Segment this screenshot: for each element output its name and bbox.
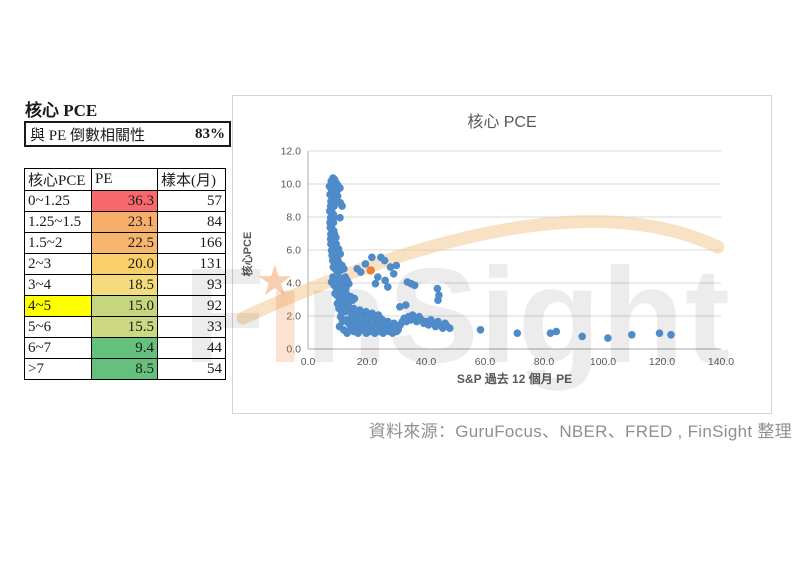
- column-header: PE: [91, 168, 158, 191]
- samples-cell: 84: [157, 211, 226, 233]
- table-row: 3~4 18.5 93: [24, 274, 226, 296]
- svg-text:4.0: 4.0: [286, 278, 301, 290]
- range-cell: >7: [24, 358, 92, 380]
- column-header: 樣本(月): [157, 168, 226, 191]
- pe-cell: 18.5: [91, 274, 158, 296]
- svg-text:0.0: 0.0: [286, 344, 301, 356]
- range-cell: 3~4: [24, 274, 92, 296]
- range-cell: 5~6: [24, 316, 92, 338]
- pe-cell: 22.5: [91, 232, 158, 254]
- range-cell: 2~3: [24, 253, 92, 275]
- samples-cell: 92: [157, 295, 226, 317]
- svg-text:10.0: 10.0: [281, 179, 302, 191]
- table-row: 2~3 20.0 131: [24, 253, 226, 275]
- table-row: 4~5 15.0 92: [24, 295, 226, 317]
- svg-text:12.0: 12.0: [281, 146, 302, 158]
- pe-cell: 23.1: [91, 211, 158, 233]
- chart-gridlines: 0.0 20.0 40.0 60.0 80.0 100.0 120.0 140.0 0.0 2.0…: [281, 146, 735, 369]
- range-cell: 1.5~2: [24, 232, 92, 254]
- samples-cell: 33: [157, 316, 226, 338]
- pe-cell: 15.5: [91, 316, 158, 338]
- chart-title: 核心 PCE: [467, 114, 537, 131]
- table-row: 5~6 15.5 33: [24, 316, 226, 338]
- range-cell: 4~5: [24, 295, 92, 317]
- samples-cell: 57: [157, 190, 226, 212]
- pe-cell: 20.0: [91, 253, 158, 275]
- svg-text:6.0: 6.0: [286, 245, 301, 257]
- table-row: >7 8.5 54: [24, 358, 226, 380]
- svg-text:60.0: 60.0: [475, 356, 496, 368]
- table-row: 1.5~2 22.5 166: [24, 232, 226, 254]
- samples-cell: 131: [157, 253, 226, 275]
- samples-cell: 54: [157, 358, 226, 380]
- samples-cell: 93: [157, 274, 226, 296]
- svg-text:2.0: 2.0: [286, 311, 301, 323]
- pe-cell: 8.5: [91, 358, 158, 380]
- svg-text:80.0: 80.0: [534, 356, 555, 368]
- pe-cell: 9.4: [91, 337, 158, 359]
- svg-text:20.0: 20.0: [357, 356, 378, 368]
- pce-table: 核心PCE PE 樣本(月) 0~1.25 36.3 57 1.25~1.5 23.1 84 1…: [24, 168, 226, 380]
- range-cell: 6~7: [24, 337, 92, 359]
- column-header: 核心PCE: [24, 168, 92, 191]
- table-row: 0~1.25 36.3 57: [24, 190, 226, 212]
- correlation-label: 與 PE 倒數相關性: [30, 127, 146, 144]
- svg-text:0.0: 0.0: [301, 356, 316, 368]
- chart-area: 核心 PCE 核心PCE S&P 過去 12 個月 PE 0.0 20.0 40.0…: [232, 95, 772, 414]
- table-row: 6~7 9.4 44: [24, 337, 226, 359]
- correlation-box: 與 PE 倒數相關性 83%: [24, 121, 231, 147]
- samples-cell: 44: [157, 337, 226, 359]
- pe-cell: 36.3: [91, 190, 158, 212]
- correlation-value: 83%: [195, 125, 225, 142]
- svg-text:120.0: 120.0: [649, 356, 675, 368]
- range-cell: 0~1.25: [24, 190, 92, 212]
- range-cell: 1.25~1.5: [24, 211, 92, 233]
- svg-text:40.0: 40.0: [416, 356, 437, 368]
- svg-text:8.0: 8.0: [286, 212, 301, 224]
- samples-cell: 166: [157, 232, 226, 254]
- page-title: 核心 PCE: [25, 96, 102, 124]
- data-source-caption: 資料來源：GuruFocus、NBER、FRED , FinSight 整理: [368, 422, 792, 441]
- table-row: 1.25~1.5 23.1 84: [24, 211, 226, 233]
- table-header-row: 核心PCE PE 樣本(月): [24, 168, 226, 191]
- pe-cell: 15.0: [91, 295, 158, 317]
- x-axis-title: S&P 過去 12 個月 PE: [456, 372, 573, 386]
- svg-text:100.0: 100.0: [590, 356, 616, 368]
- svg-text:140.0: 140.0: [708, 356, 734, 368]
